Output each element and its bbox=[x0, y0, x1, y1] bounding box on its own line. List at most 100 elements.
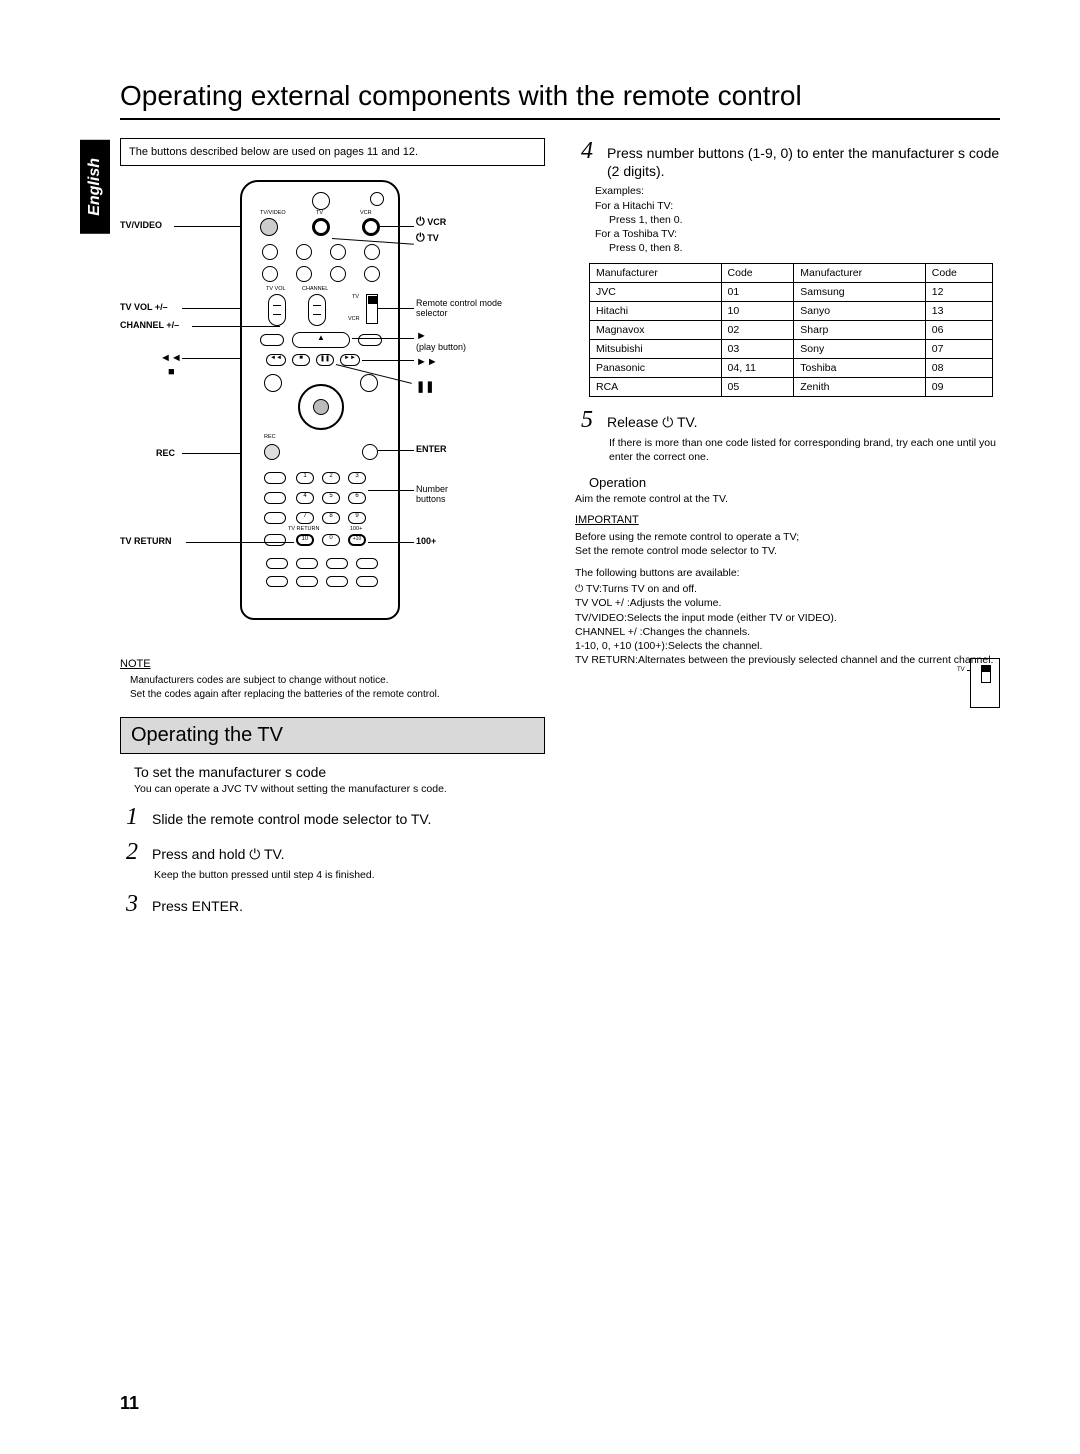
table-header-row: Manufacturer Code Manufacturer Code bbox=[590, 264, 993, 283]
th-3: Manufacturer bbox=[794, 264, 926, 283]
step-2-sub: Keep the button pressed until step 4 is … bbox=[154, 868, 545, 882]
btn-1: 1 bbox=[296, 472, 314, 484]
important-line-2: Set the remote control mode selector to … bbox=[575, 544, 1000, 558]
tinylabel-tvreturn: TV RETURN bbox=[288, 526, 319, 532]
rocker-channel bbox=[308, 294, 326, 326]
operation-head: Operation bbox=[589, 475, 1000, 490]
available-head: The following buttons are available: bbox=[575, 566, 1000, 580]
btn-b8 bbox=[356, 576, 378, 587]
label-enter: ENTER bbox=[416, 444, 447, 454]
examples: Examples: For a Hitachi TV: Press 1, the… bbox=[595, 184, 1000, 255]
tinylabel-channel: CHANNEL bbox=[302, 286, 328, 292]
label-tvvideo: TV/VIDEO bbox=[120, 220, 162, 230]
label-rec: REC bbox=[156, 448, 175, 458]
btn-tv-power bbox=[312, 218, 330, 236]
btn-r3-2 bbox=[296, 266, 312, 282]
tinylabel-100: 100+ bbox=[350, 526, 362, 532]
important-line-1: Before using the remote control to opera… bbox=[575, 530, 1000, 544]
set-code-head: To set the manufacturer s code bbox=[134, 764, 545, 780]
remote-body: TV/VIDEO TV VCR TV VOL CHANNEL bbox=[240, 180, 400, 620]
step-2-num: 2 bbox=[126, 839, 144, 866]
label-number: Number buttons bbox=[416, 484, 476, 504]
btn-4: 4 bbox=[296, 492, 314, 504]
tinylabel-tvvideo: TV/VIDEO bbox=[260, 210, 286, 216]
example-line-4: Press 0, then 8. bbox=[595, 241, 1000, 255]
btn-pill-3 bbox=[358, 334, 382, 346]
btn-pill-1 bbox=[260, 334, 284, 346]
mode-tv-label: TV bbox=[957, 667, 965, 673]
gear-icon bbox=[370, 192, 384, 206]
label-play-caption: (play button) bbox=[416, 342, 466, 352]
operation-body: Aim the remote control at the TV. bbox=[575, 492, 1000, 506]
table-row: Mitsubishi03Sony07 bbox=[590, 340, 993, 359]
step-5-sub: If there is more than one code listed fo… bbox=[609, 436, 1000, 464]
intro-box: The buttons described below are used on … bbox=[120, 138, 545, 166]
rocker-tvvol bbox=[268, 294, 286, 326]
example-line-2: Press 1, then 0. bbox=[595, 213, 1000, 227]
btn-r3-3 bbox=[330, 266, 346, 282]
step-1-num: 1 bbox=[126, 804, 144, 831]
step-2: 2 Press and hold ⏻ TV. bbox=[126, 839, 545, 866]
step-1-text: Slide the remote control mode selector t… bbox=[152, 810, 431, 828]
btn-3: 3 bbox=[348, 472, 366, 484]
page-number: 11 bbox=[120, 1393, 139, 1414]
btn-r3-4 bbox=[364, 266, 380, 282]
tinylabel-modetv: TV bbox=[352, 294, 359, 300]
note-line-1: Manufacturers codes are subject to chang… bbox=[120, 674, 545, 688]
step-5: 5 Release ⏻ TV. bbox=[581, 407, 1000, 434]
step-3-text: Press ENTER. bbox=[152, 897, 243, 915]
btn-r2-4 bbox=[364, 244, 380, 260]
label-vcr: ⏻ VCR bbox=[416, 216, 446, 229]
label-stop: ■ bbox=[168, 366, 175, 378]
remote-diagram: TV/VIDEO TV VCR TV VOL CHANNEL bbox=[120, 180, 545, 650]
label-pause: ❚❚ bbox=[416, 380, 434, 393]
tinylabel-modevcr: VCR bbox=[348, 316, 360, 322]
btn-rew: ◄◄ bbox=[266, 354, 286, 366]
step-3-num: 3 bbox=[126, 891, 144, 918]
mode-selector-icon: TV bbox=[970, 658, 1000, 708]
btn-9: 9 bbox=[348, 512, 366, 524]
tinylabel-tvvol: TV VOL bbox=[266, 286, 286, 292]
btn-vcr-power bbox=[362, 218, 380, 236]
btn-tvvideo bbox=[260, 218, 278, 236]
btn-center bbox=[298, 384, 344, 430]
btn-b7 bbox=[326, 576, 348, 587]
btn-c2 bbox=[360, 374, 378, 392]
btn-row4-blank bbox=[264, 534, 286, 546]
lamp-icon bbox=[312, 192, 330, 210]
btn-stop: ■ bbox=[292, 354, 310, 366]
avail-2: TV VOL +/ :Adjusts the volume. bbox=[575, 596, 1000, 610]
label-tvreturn: TV RETURN bbox=[120, 536, 172, 546]
btn-b1 bbox=[266, 558, 288, 569]
label-channel: CHANNEL +/– bbox=[120, 320, 179, 330]
btn-0: 0 bbox=[322, 534, 340, 546]
btn-r2-2 bbox=[296, 244, 312, 260]
step-1: 1 Slide the remote control mode selector… bbox=[126, 804, 545, 831]
label-tv: ⏻ TV bbox=[416, 232, 439, 245]
label-mode-selector: Remote control mode selector bbox=[416, 298, 516, 318]
step-5-text: Release ⏻ TV. bbox=[607, 413, 697, 431]
btn-10: 10 bbox=[296, 534, 314, 546]
btn-r2-3 bbox=[330, 244, 346, 260]
avail-3: TV/VIDEO:Selects the input mode (either … bbox=[575, 611, 1000, 625]
example-line-1: For a Hitachi TV: bbox=[595, 199, 1000, 213]
btn-b5 bbox=[266, 576, 288, 587]
btn-2: 2 bbox=[322, 472, 340, 484]
right-column: 4 Press number buttons (1-9, 0) to enter… bbox=[575, 138, 1000, 920]
btn-row1-blank bbox=[264, 472, 286, 484]
label-100: 100+ bbox=[416, 536, 436, 546]
btn-b3 bbox=[326, 558, 348, 569]
table-row: Panasonic04, 11Toshiba08 bbox=[590, 359, 993, 378]
label-play: ► bbox=[416, 330, 427, 342]
btn-b2 bbox=[296, 558, 318, 569]
btn-7: 7 bbox=[296, 512, 314, 524]
step-5-num: 5 bbox=[581, 407, 599, 434]
step-3: 3 Press ENTER. bbox=[126, 891, 545, 918]
left-column: The buttons described below are used on … bbox=[120, 138, 545, 920]
mode-selector-slot bbox=[366, 294, 378, 324]
btn-play: ▲ bbox=[292, 332, 350, 348]
btn-ff: ►► bbox=[340, 354, 360, 366]
set-code-body: You can operate a JVC TV without setting… bbox=[134, 782, 545, 796]
th-4: Code bbox=[925, 264, 992, 283]
avail-6: TV RETURN:Alternates between the previou… bbox=[575, 653, 1000, 667]
